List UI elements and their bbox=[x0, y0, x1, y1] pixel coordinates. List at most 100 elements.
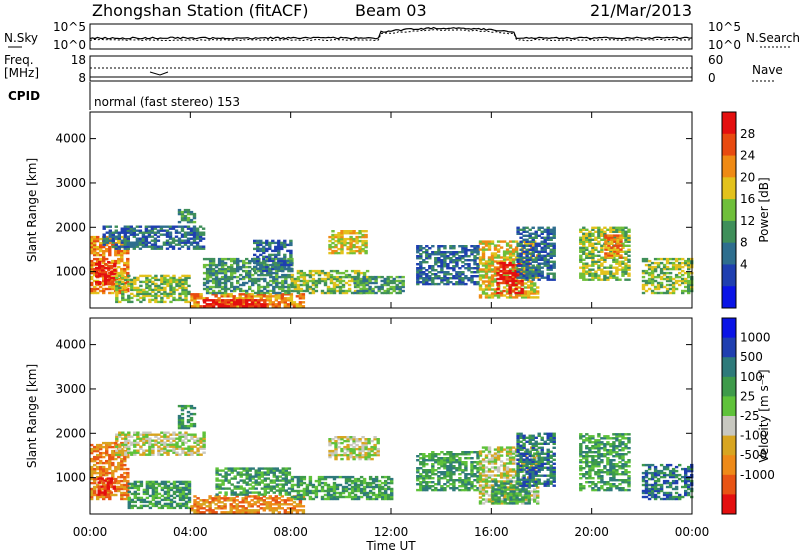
power-cell bbox=[550, 249, 553, 251]
power-cell bbox=[678, 272, 681, 274]
power-cell bbox=[242, 276, 245, 278]
velocity-cell bbox=[93, 468, 96, 470]
power-cell bbox=[212, 299, 215, 301]
power-cell bbox=[230, 258, 233, 260]
freq-label: Freq. bbox=[4, 53, 34, 67]
velocity-cell bbox=[161, 495, 164, 497]
power-cell bbox=[525, 227, 528, 229]
velocity-cell bbox=[258, 481, 261, 483]
power-cell bbox=[190, 293, 193, 295]
power-cell bbox=[585, 253, 588, 255]
power-cell bbox=[248, 299, 251, 301]
power-cell bbox=[536, 286, 539, 288]
power-cell bbox=[461, 245, 464, 247]
power-cell bbox=[364, 230, 367, 232]
power-cell bbox=[603, 271, 606, 273]
power-cell bbox=[160, 246, 163, 248]
power-cell bbox=[352, 238, 355, 240]
power-cell bbox=[178, 293, 181, 295]
velocity-cell bbox=[111, 446, 114, 448]
velocity-cell bbox=[346, 436, 349, 438]
power-cell bbox=[345, 290, 348, 292]
power-cell bbox=[645, 258, 648, 260]
power-cell bbox=[591, 227, 594, 229]
power-cell bbox=[648, 288, 651, 290]
power-cell bbox=[251, 274, 254, 276]
power-cell bbox=[248, 303, 251, 305]
power-cell bbox=[245, 262, 248, 264]
power-cell bbox=[437, 265, 440, 267]
power-cell bbox=[160, 234, 163, 236]
power-cell bbox=[218, 258, 221, 260]
power-cell bbox=[508, 276, 511, 278]
power-cell bbox=[550, 265, 553, 267]
power-cell bbox=[428, 283, 431, 285]
power-cell bbox=[530, 296, 533, 298]
power-cell bbox=[303, 272, 306, 274]
power-cell bbox=[203, 278, 206, 280]
power-cell bbox=[681, 266, 684, 268]
power-cell bbox=[256, 240, 259, 242]
velocity-cell bbox=[234, 467, 237, 469]
power-cell bbox=[648, 264, 651, 266]
power-cell bbox=[345, 270, 348, 272]
power-cell bbox=[163, 301, 166, 303]
power-cell bbox=[260, 278, 263, 280]
power-cell bbox=[506, 296, 509, 298]
power-cell bbox=[172, 297, 175, 299]
velocity-cell bbox=[164, 491, 167, 493]
velocity-cell bbox=[170, 483, 173, 485]
power-cell bbox=[151, 289, 154, 291]
power-cell bbox=[613, 248, 616, 250]
velocity-cell bbox=[146, 501, 149, 503]
velocity-cell bbox=[228, 487, 231, 489]
power-cell bbox=[675, 288, 678, 290]
power-cell bbox=[333, 276, 336, 278]
power-cell bbox=[425, 261, 428, 263]
power-cell bbox=[663, 292, 666, 294]
velocity-cell bbox=[337, 454, 340, 456]
power-cell bbox=[107, 261, 110, 263]
power-cell bbox=[600, 257, 603, 259]
power-cell bbox=[163, 275, 166, 277]
velocity-cell bbox=[90, 448, 93, 450]
velocity-cell bbox=[334, 440, 337, 442]
velocity-cell bbox=[175, 442, 178, 444]
power-cell bbox=[142, 289, 145, 291]
velocity-cell bbox=[249, 487, 252, 489]
power-cell bbox=[280, 258, 283, 260]
velocity-cell bbox=[133, 450, 136, 452]
velocity-cell bbox=[123, 468, 126, 470]
velocity-cell bbox=[182, 487, 185, 489]
power-cell bbox=[160, 287, 163, 289]
power-cell bbox=[516, 253, 519, 255]
velocity-cell bbox=[114, 458, 117, 460]
velocity-cell bbox=[93, 456, 96, 458]
velocity-cell bbox=[148, 432, 151, 434]
power-cell bbox=[529, 249, 532, 251]
power-cell bbox=[354, 270, 357, 272]
power-cell bbox=[148, 246, 151, 248]
power-cell bbox=[359, 278, 362, 280]
velocity-cell bbox=[178, 432, 181, 434]
power-cell bbox=[348, 280, 351, 282]
power-cell bbox=[607, 252, 610, 254]
power-cell bbox=[381, 284, 384, 286]
power-cell bbox=[346, 230, 349, 232]
velocity-cell bbox=[255, 479, 258, 481]
power-cell bbox=[96, 288, 99, 290]
power-cell bbox=[142, 275, 145, 277]
power-cell bbox=[512, 296, 515, 298]
power-cell bbox=[627, 245, 630, 247]
power-cell bbox=[190, 211, 193, 213]
velocity-cell bbox=[136, 442, 139, 444]
power-cell bbox=[297, 270, 300, 272]
power-cell bbox=[672, 278, 675, 280]
velocity-cell bbox=[151, 434, 154, 436]
power-cell bbox=[416, 245, 419, 247]
velocity-cell bbox=[149, 501, 152, 503]
velocity-cell bbox=[96, 444, 99, 446]
power-cell bbox=[166, 248, 169, 250]
power-echo-region bbox=[115, 275, 191, 303]
power-cell bbox=[684, 272, 687, 274]
